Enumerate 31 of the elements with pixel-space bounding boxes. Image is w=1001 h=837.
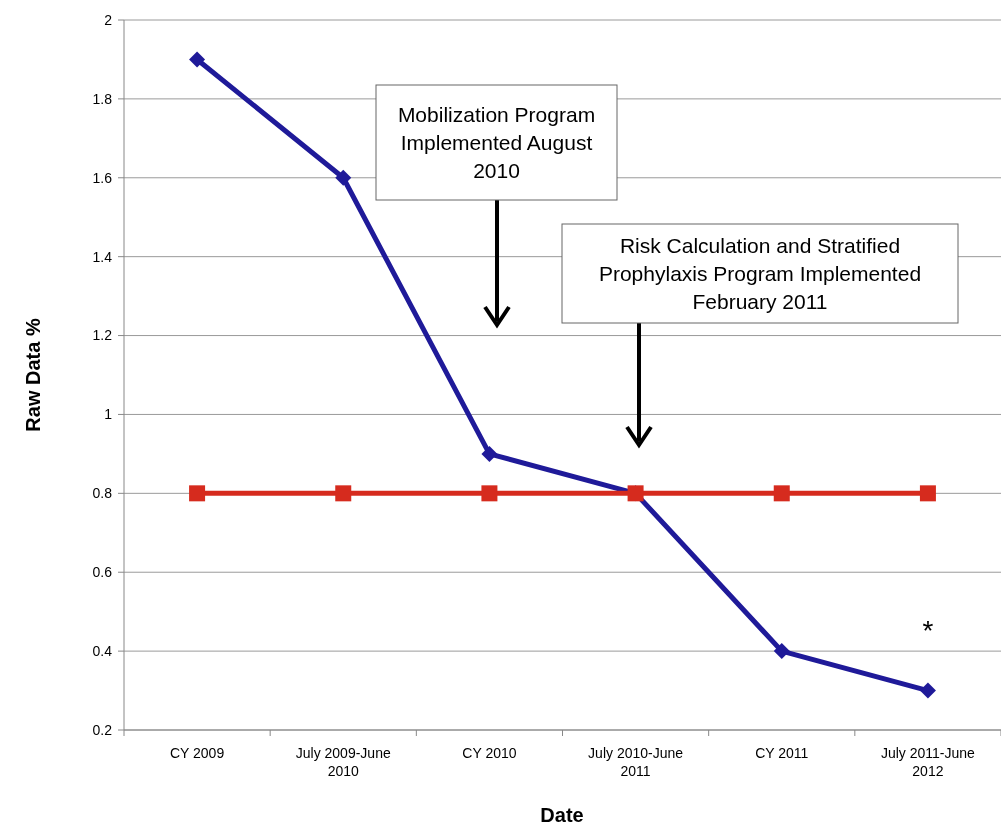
- point: [773, 643, 790, 660]
- x-tick-label: CY 2009: [169, 745, 225, 761]
- annotation: Risk Calculation and Stratified Prophylaxis Program Implemented February 2011: [598, 233, 922, 313]
- y-tick-label: 2: [104, 11, 113, 28]
- point: [919, 682, 936, 699]
- y-tick-label: 1.2: [92, 327, 113, 344]
- y-tick-label: 0.2: [92, 721, 113, 738]
- y-tick-label: 0.6: [92, 564, 113, 581]
- point: [189, 51, 206, 68]
- y-tick-label: 1.6: [92, 169, 113, 186]
- x-tick-label: July 2011-June 2012: [880, 745, 976, 779]
- x-tick-label: CY 2011: [755, 745, 809, 761]
- point: [335, 169, 352, 186]
- point: [335, 485, 352, 502]
- y-tick-label: 0.8: [92, 485, 113, 502]
- y-tick-label: 0.4: [92, 643, 113, 660]
- y-tick-label: 1.4: [92, 248, 113, 265]
- y-tick-label: 1: [104, 406, 113, 423]
- x-tick-label: July 2009-June 2010: [295, 745, 391, 779]
- x-tick-label: July 2010-June 2011: [588, 745, 684, 779]
- x-tick-label: CY 2010: [462, 745, 517, 761]
- point: [481, 445, 498, 462]
- y-tick-label: 1.8: [92, 90, 113, 107]
- point: [773, 485, 790, 502]
- y-axis-title: Raw Data %: [22, 318, 44, 432]
- point: [481, 485, 498, 502]
- annotation: Mobilization Program Implemented August 2010: [397, 102, 596, 182]
- point: [919, 485, 936, 502]
- annotation: *: [922, 615, 934, 646]
- x-axis-title: Date: [540, 804, 584, 826]
- point: [189, 485, 206, 502]
